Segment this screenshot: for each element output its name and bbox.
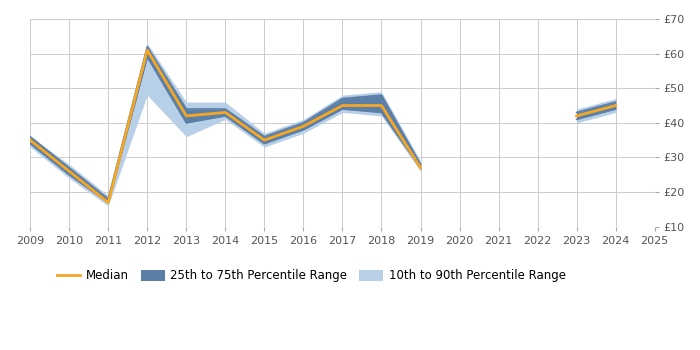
- Legend: Median, 25th to 75th Percentile Range, 10th to 90th Percentile Range: Median, 25th to 75th Percentile Range, 1…: [52, 265, 570, 287]
